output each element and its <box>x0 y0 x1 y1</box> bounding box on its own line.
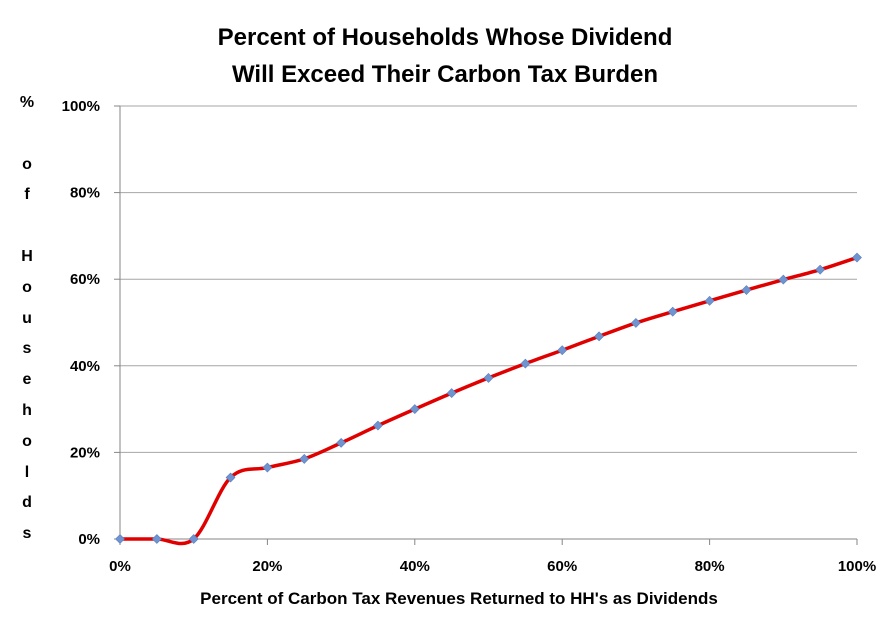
chart-title-line-2: Will Exceed Their Carbon Tax Burden <box>231 61 659 88</box>
data-point <box>409 404 420 415</box>
series-line-group <box>119 255 858 546</box>
x-tick-label: 0% <box>109 558 131 575</box>
x-tick-label: 80% <box>695 558 725 575</box>
data-point <box>446 388 457 399</box>
y-axis-label-char: o <box>22 155 32 173</box>
data-point <box>483 372 494 383</box>
y-tick-label: 100% <box>62 98 100 115</box>
data-point <box>225 472 236 483</box>
y-tick-label: 0% <box>78 531 100 548</box>
tick-labels: 0% 20% 40% 60% 80% 100% 0% 20% 40% 60% 80% 100% <box>62 98 877 575</box>
y-tick-label: 60% <box>70 271 100 288</box>
data-point <box>188 534 199 544</box>
x-tick-label: 100% <box>838 558 876 575</box>
y-axis-label-char: f <box>24 186 30 204</box>
x-axis-label: Percent of Carbon Tax Revenues Returned … <box>200 589 718 608</box>
axes <box>114 105 858 545</box>
y-axis-label-char: s <box>22 340 32 358</box>
data-point <box>520 358 531 369</box>
data-point <box>852 252 862 263</box>
y-tick-label: 20% <box>70 444 100 461</box>
y-tick-label: 80% <box>70 185 100 202</box>
data-point <box>594 331 604 342</box>
y-axis-label-char: H <box>21 248 33 265</box>
x-tick-label: 40% <box>400 558 430 575</box>
y-axis-label-char: e <box>22 371 32 389</box>
data-point <box>373 420 383 431</box>
y-axis-label-char: d <box>22 494 32 512</box>
data-point <box>151 534 162 544</box>
data-point <box>557 345 568 356</box>
y-axis-label-char: u <box>22 309 32 327</box>
data-point <box>115 534 125 544</box>
gridlines <box>120 105 857 453</box>
series-line <box>119 255 858 546</box>
series-markers <box>115 252 862 544</box>
y-axis-label-char: s <box>22 525 32 543</box>
data-point <box>778 274 789 285</box>
y-axis-label-char: l <box>24 463 30 481</box>
y-axis-label-char: o <box>22 432 32 450</box>
data-point <box>741 285 752 295</box>
y-axis-label-char: o <box>22 278 32 296</box>
data-point <box>667 306 678 317</box>
data-point <box>299 453 310 464</box>
y-tick-label: 40% <box>70 358 100 375</box>
data-point <box>336 437 347 448</box>
x-tick-label: 20% <box>252 558 282 575</box>
y-axis-label-char: h <box>22 402 32 419</box>
data-point <box>262 462 273 473</box>
data-point <box>630 318 641 328</box>
y-axis-label-char: % <box>19 94 35 111</box>
data-point <box>704 295 715 306</box>
chart-title-line-1: Percent of Households Whose Dividend <box>217 24 673 51</box>
x-tick-label: 60% <box>547 558 577 575</box>
data-point <box>815 264 826 275</box>
